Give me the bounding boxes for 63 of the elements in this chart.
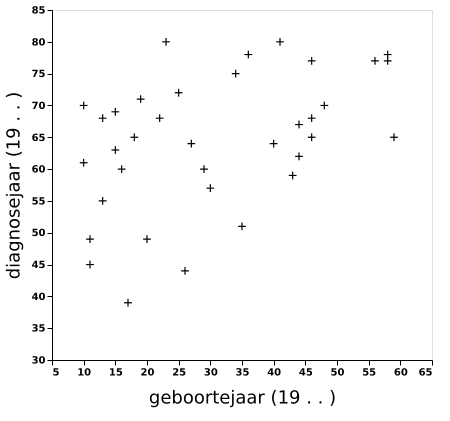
point (200, 164, 208, 174)
y-tick-label: 40 (32, 292, 46, 303)
x-tick-label: 25 (172, 368, 186, 378)
y-tick-label: 80 (32, 37, 46, 48)
x-tick-label: 50 (330, 368, 344, 378)
y-tick-label: 55 (32, 196, 46, 208)
point (238, 222, 246, 231)
point (231, 69, 240, 78)
x-tick-label: 10 (77, 368, 92, 378)
y-tick-label: 85 (32, 6, 46, 16)
point (130, 132, 139, 142)
x-tick-label: 60 (394, 368, 408, 378)
x-tick-label: 65 (418, 368, 433, 378)
point (86, 234, 94, 244)
x-tick-label: 15 (108, 368, 123, 378)
point (276, 37, 284, 46)
y-tick-label: 70 (32, 100, 46, 112)
x-tick-label: 30 (204, 368, 218, 378)
x-tick-label: 35 (236, 368, 250, 378)
y-tick-label: 50 (32, 228, 46, 240)
point (294, 120, 304, 130)
point (269, 139, 278, 148)
point (383, 56, 392, 66)
y-tick-label: 60 (32, 164, 46, 176)
point (155, 114, 164, 123)
point (142, 234, 152, 244)
point (320, 100, 329, 110)
point (370, 56, 380, 66)
point (110, 107, 120, 116)
point (383, 50, 392, 60)
point (390, 132, 398, 142)
point (117, 164, 126, 174)
point (307, 56, 316, 66)
y-tick-label: 30 (32, 356, 46, 366)
point (206, 184, 215, 193)
y-tick-label: 65 (32, 132, 46, 144)
point (294, 152, 304, 161)
point (136, 94, 146, 104)
x-tick-label: 20 (140, 368, 154, 378)
point (307, 114, 316, 123)
point (174, 88, 184, 98)
x-tick-label: 55 (362, 368, 376, 378)
x-tick-label: 45 (298, 368, 313, 378)
y-tick-label: 35 (32, 324, 46, 335)
point (86, 260, 94, 270)
x-tick-label: 40 (267, 368, 282, 378)
y-tick-label: 75 (32, 69, 46, 80)
point (307, 132, 316, 142)
point (186, 139, 196, 148)
y-axis-title: diagnosejaar (19 . . ) (4, 92, 25, 280)
point (180, 266, 190, 276)
point (244, 50, 253, 60)
point (288, 170, 298, 180)
x-axis-title: geboortejaar (19 . . ) (148, 388, 336, 408)
point (162, 37, 170, 46)
point (79, 100, 88, 110)
point (124, 298, 132, 308)
point (98, 114, 108, 123)
y-tick-label: 45 (32, 260, 46, 272)
point (110, 146, 120, 154)
x-tick-label: 5 (52, 368, 60, 378)
point (79, 158, 88, 168)
point (98, 196, 108, 206)
